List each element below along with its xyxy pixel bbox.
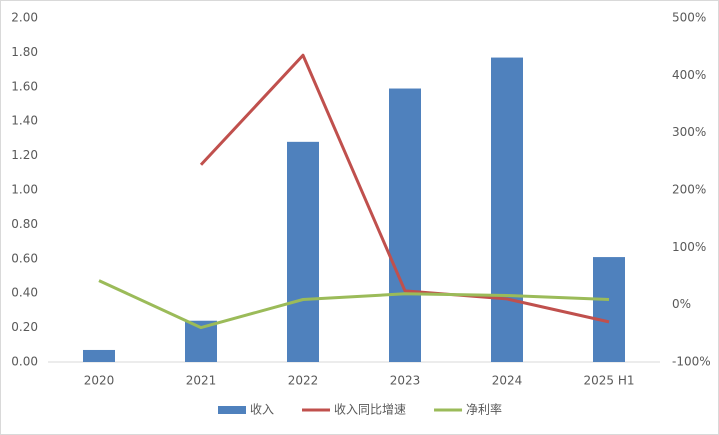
bar bbox=[491, 57, 523, 363]
y-tick-label: 0.00 bbox=[11, 355, 38, 369]
legend-label: 收入同比增速 bbox=[334, 403, 406, 417]
bar bbox=[389, 88, 421, 363]
line bbox=[199, 53, 610, 324]
bar bbox=[593, 257, 625, 362]
y-tick-label: 1.00 bbox=[11, 183, 38, 197]
y-tick-label: 1.40 bbox=[11, 114, 38, 128]
y-tick-label: 0.40 bbox=[11, 286, 38, 300]
bar bbox=[287, 141, 319, 362]
x-tick-label: 2020 bbox=[84, 374, 115, 388]
y2-tick-label: 200% bbox=[672, 183, 706, 197]
y-tick-label: 1.20 bbox=[11, 148, 38, 162]
legend-label: 收入 bbox=[250, 403, 274, 417]
y-tick-label: 0.60 bbox=[11, 251, 38, 265]
y-tick-label: 0.20 bbox=[11, 320, 38, 334]
legend-label: 净利率 bbox=[466, 402, 502, 417]
y2-tick-label: 400% bbox=[672, 68, 706, 82]
x-tick-label: 2025 H1 bbox=[583, 374, 634, 388]
y2-tick-label: 300% bbox=[672, 125, 706, 139]
y-tick-label: 0.80 bbox=[11, 217, 38, 231]
y2-tick-label: 100% bbox=[672, 240, 706, 254]
y2-tick-label: 500% bbox=[672, 11, 706, 25]
y2-tick-label: 0% bbox=[672, 297, 691, 311]
y2-tick-label: -100% bbox=[672, 355, 711, 369]
x-tick-label: 2022 bbox=[288, 374, 319, 388]
x-tick-label: 2024 bbox=[492, 374, 523, 388]
x-tick-label: 2021 bbox=[186, 374, 217, 388]
y-tick-label: 2.00 bbox=[11, 11, 38, 25]
x-tick-label: 2023 bbox=[390, 374, 421, 388]
y-tick-label: 1.60 bbox=[11, 79, 38, 93]
bar bbox=[83, 349, 115, 362]
line bbox=[98, 279, 610, 330]
legend-swatch bbox=[218, 406, 246, 414]
y-tick-label: 1.80 bbox=[11, 45, 38, 59]
